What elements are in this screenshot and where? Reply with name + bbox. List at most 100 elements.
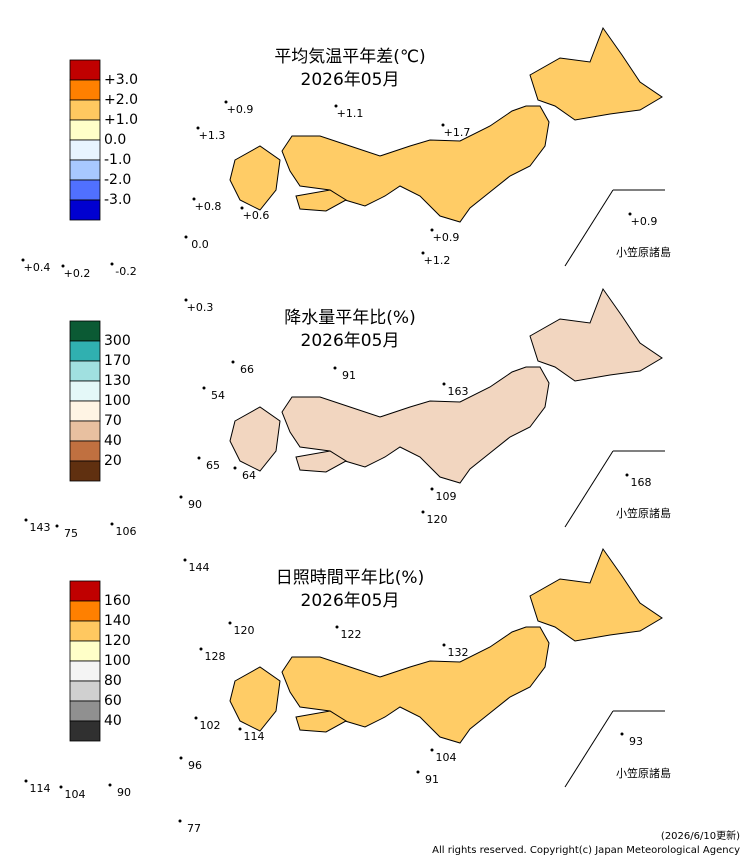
island [21,258,25,262]
station-value: 0.0 [191,238,209,251]
copyright: All rights reserved. Copyright(c) Japan … [432,845,740,856]
island [628,212,632,216]
island [335,625,339,629]
station-value: +1.7 [444,126,471,139]
station-value: 66 [240,363,254,376]
island [179,495,183,499]
inset-border [564,710,614,788]
island [24,779,28,783]
station-value: +0.4 [24,261,51,274]
map-title: 降水量平年比(%) [284,308,415,328]
island [183,558,187,562]
bonin-label: 小笠原諸島 [616,245,671,259]
legend-label: 100 [104,393,131,409]
legend-box [69,580,101,602]
land [229,666,281,732]
station-value: 114 [30,782,51,795]
legend-label: +2.0 [104,92,138,108]
station-value: 122 [341,628,362,641]
legend-box [69,199,101,221]
legend-box [69,680,101,702]
land [529,26,663,121]
map-subtitle: 2026年05月 [301,591,400,611]
island [421,510,425,514]
station-value: 91 [425,773,439,786]
legend-label: +1.0 [104,112,138,128]
station-value: 65 [206,459,220,472]
station-value: 104 [65,788,86,801]
station-value: 106 [116,525,137,538]
island [55,524,59,528]
legend-box [69,59,101,81]
station-value: 90 [188,498,202,511]
station-value: 90 [117,786,131,799]
map-title: 日照時間平年比(%) [276,568,424,588]
island [110,262,114,266]
station-value: +0.9 [227,103,254,116]
legend-label: 140 [104,613,131,629]
station-value: 120 [427,513,448,526]
land [229,145,281,211]
station-value: 144 [189,561,210,574]
island [224,100,228,104]
land [295,450,347,473]
legend-label: 70 [104,413,122,429]
station-value: +0.6 [243,209,270,222]
island [416,770,420,774]
station-value: 77 [187,822,201,835]
legend-label: 40 [104,713,122,729]
legend-box [69,420,101,442]
island [441,123,445,127]
island [231,360,235,364]
land [295,710,347,733]
legend-label: 120 [104,633,131,649]
station-value: 109 [436,490,457,503]
station-value: 104 [436,751,457,764]
station-value: 96 [188,759,202,772]
legend-box [69,340,101,362]
station-value: 114 [244,730,265,743]
legend-label: -3.0 [104,192,131,208]
station-value: +0.2 [64,267,91,280]
legend-box [69,640,101,662]
legend-box [69,320,101,342]
island [192,197,196,201]
island [24,518,28,522]
legend-box [69,79,101,101]
station-value: +1.1 [337,107,364,120]
island [194,716,198,720]
station-value: 163 [448,385,469,398]
inset-border [564,189,614,267]
island [110,522,114,526]
legend-box [69,600,101,622]
station-value: 102 [200,719,221,732]
island [196,126,200,130]
station-value: 54 [211,389,225,402]
island [442,643,446,647]
legend-label: 60 [104,693,122,709]
island [620,732,624,736]
island [625,473,629,477]
map-title: 平均気温平年差(℃) [274,47,425,67]
island [430,748,434,752]
island [61,264,65,268]
legend-label: 170 [104,353,131,369]
legend-box [69,440,101,462]
legend-label: -2.0 [104,172,131,188]
station-value: +0.9 [433,231,460,244]
station-value: 143 [30,521,51,534]
land [295,189,347,212]
legend-box [69,720,101,742]
legend-box [69,179,101,201]
station-value: -0.2 [115,265,136,278]
map-subtitle: 2026年05月 [301,70,400,90]
station-value: 93 [629,735,643,748]
station-value: 64 [242,469,256,482]
island [333,366,337,370]
legend-label: 40 [104,433,122,449]
legend-box [69,700,101,722]
legend-label: 160 [104,593,131,609]
station-value: +1.3 [199,129,226,142]
update-date: (2026/6/10更新) [661,829,740,842]
